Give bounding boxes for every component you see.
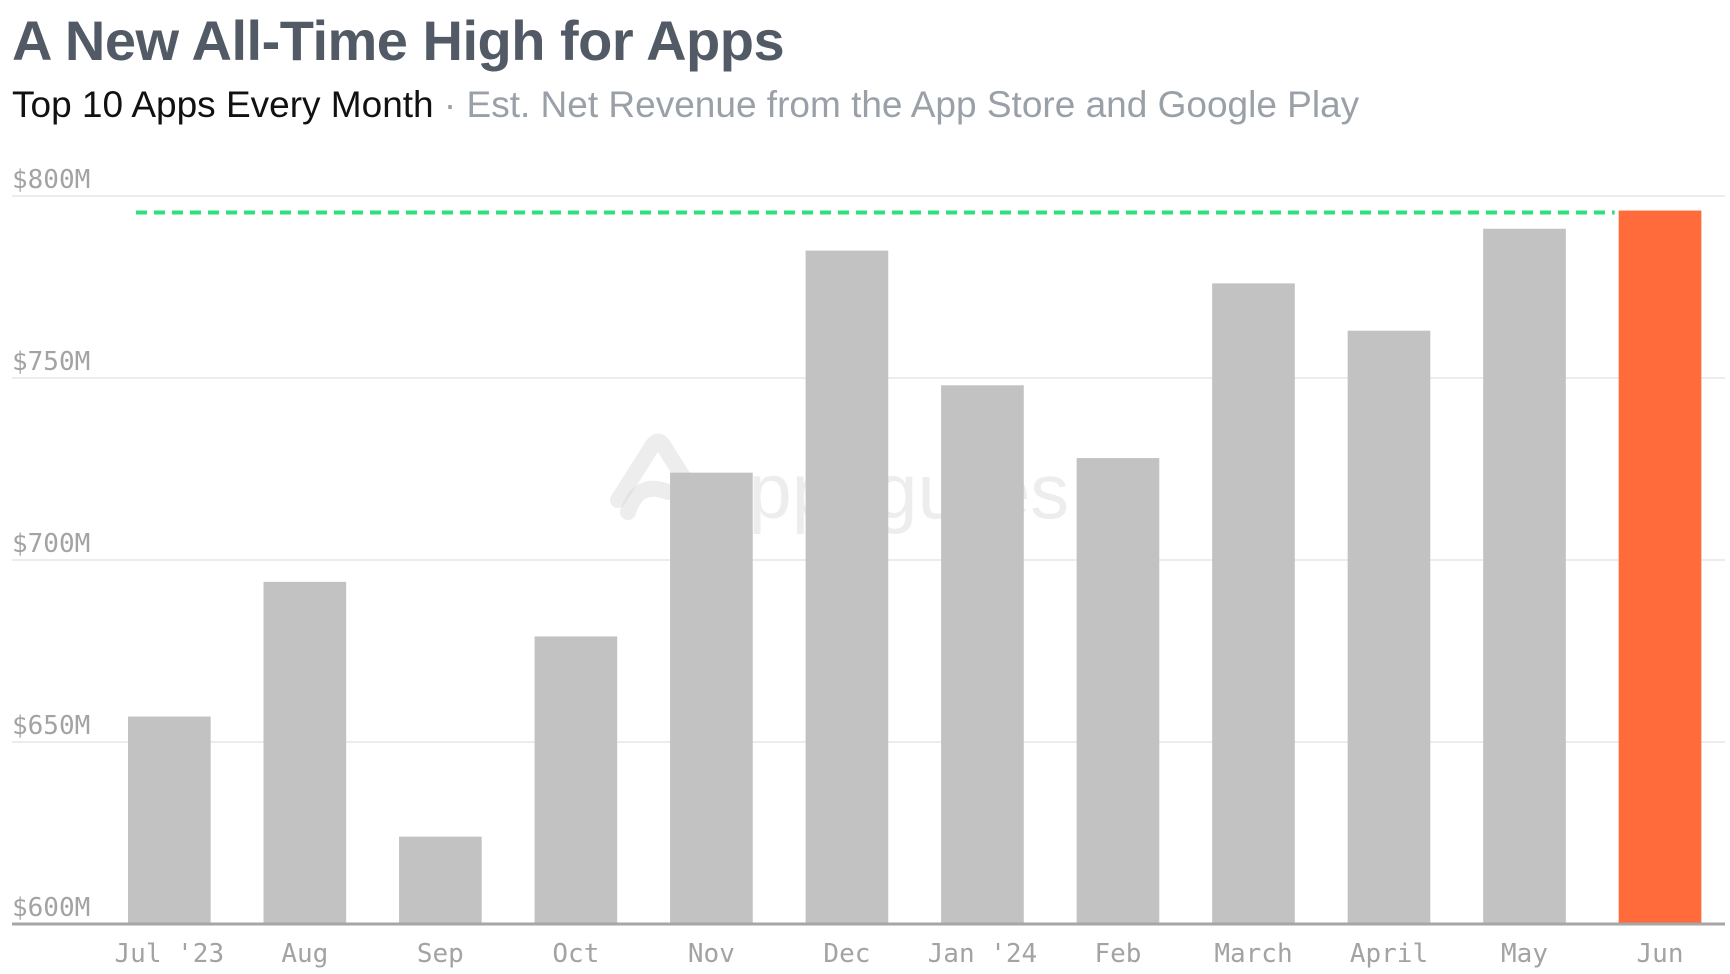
x-tick-label: Dec bbox=[823, 939, 870, 969]
bar bbox=[805, 250, 889, 925]
y-axis: $600M $650M $700M $750M $800M bbox=[12, 165, 90, 923]
subtitle-rest: Est. Net Revenue from the App Store and … bbox=[466, 84, 1360, 125]
x-tick-label: Sep bbox=[417, 939, 464, 969]
bar bbox=[1212, 283, 1295, 924]
bar bbox=[1483, 228, 1566, 924]
bar bbox=[1618, 210, 1702, 924]
y-tick-label: $700M bbox=[12, 529, 90, 559]
bar bbox=[128, 716, 211, 924]
bar bbox=[399, 836, 482, 924]
x-tick-label: May bbox=[1501, 939, 1548, 969]
x-tick-label: Jan '24 bbox=[928, 939, 1038, 969]
chart-title: A New All-Time High for Apps bbox=[12, 9, 785, 72]
x-tick-label: April bbox=[1350, 939, 1428, 969]
x-tick-label: Jul '23 bbox=[115, 939, 225, 969]
bar bbox=[263, 581, 347, 924]
bar bbox=[1076, 458, 1160, 924]
y-tick-label: $750M bbox=[12, 347, 90, 377]
bar bbox=[534, 636, 618, 924]
y-tick-label: $800M bbox=[12, 165, 90, 195]
bars bbox=[128, 210, 1702, 925]
x-tick-label: Aug bbox=[281, 939, 328, 969]
bar bbox=[941, 385, 1024, 924]
x-axis: Jul '23 Aug Sep Oct Nov Dec Jan '24 Feb March Apr… bbox=[12, 922, 1725, 969]
subtitle-main: Top 10 Apps Every Month bbox=[12, 84, 434, 125]
appfigures-logo-icon bbox=[610, 433, 696, 520]
chart-subtitle: Top 10 Apps Every Month · Est. Net Reven… bbox=[12, 84, 1359, 126]
subtitle-separator: · bbox=[443, 84, 457, 125]
x-tick-label: Oct bbox=[552, 939, 599, 969]
bar bbox=[670, 472, 753, 924]
bar bbox=[1347, 330, 1431, 924]
y-tick-label: $650M bbox=[12, 711, 90, 741]
x-tick-label: Nov bbox=[688, 939, 735, 969]
x-tick-label: Feb bbox=[1094, 939, 1141, 969]
x-tick-label: March bbox=[1214, 939, 1292, 969]
x-tick-label: Jun bbox=[1637, 939, 1684, 969]
y-tick-label: $600M bbox=[12, 893, 90, 923]
